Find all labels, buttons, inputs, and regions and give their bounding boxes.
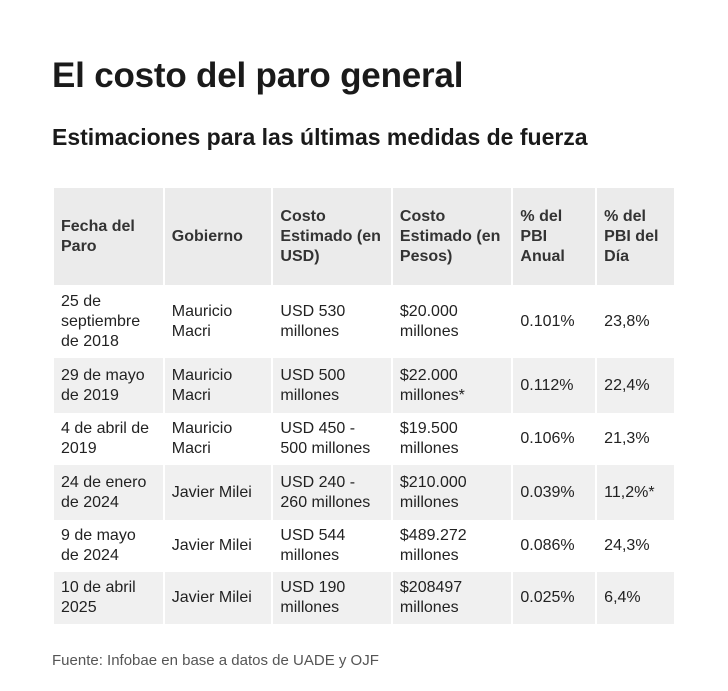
table-cell: $208497 millones <box>390 572 514 624</box>
table-cell: 0.101% <box>511 285 598 358</box>
table-cell: $20.000 millones <box>390 285 514 358</box>
table-cell: $22.000 millones* <box>390 358 514 413</box>
page-title: El costo del paro general <box>52 56 464 95</box>
column-header: Costo Estimado (en Pesos) <box>390 188 514 285</box>
table-cell: $210.000 millones <box>390 465 514 520</box>
table-cell: Mauricio Macri <box>162 358 274 413</box>
table-row: 24 de enero de 2024 Javier Milei USD 240 -… <box>52 465 676 520</box>
table-cell: Javier Milei <box>162 572 274 624</box>
table-cell: 10 de abril 2025 <box>52 572 165 624</box>
table-cell: $19.500 millones <box>390 413 514 465</box>
column-header: Costo Estimado (en USD) <box>271 188 393 285</box>
table-cell: USD 190 millones <box>271 572 393 624</box>
table-cell: 0.039% <box>511 465 598 520</box>
table-row: 29 de mayo de 2019 Mauricio Macri USD 500 … <box>52 358 676 413</box>
column-header: % del PBI del Día <box>595 188 676 285</box>
column-header: Fecha del Paro <box>52 188 165 285</box>
table-cell: 22,4% <box>595 358 676 413</box>
table-cell: USD 544 millones <box>271 520 393 572</box>
table-row: 9 de mayo de 2024 Javier Milei USD 544 mil… <box>52 520 676 572</box>
table-cell: 0.106% <box>511 413 598 465</box>
table-cell: USD 500 millones <box>271 358 393 413</box>
source-note: Fuente: Infobae en base a datos de UADE … <box>52 652 379 669</box>
table-cell: USD 450 - 500 millones <box>271 413 393 465</box>
page-subtitle: Estimaciones para las últimas medidas de… <box>52 124 588 150</box>
table-cell: 24,3% <box>595 520 676 572</box>
table-cell: Javier Milei <box>162 520 274 572</box>
table-cell: 21,3% <box>595 413 676 465</box>
column-header: % del PBI Anual <box>511 188 598 285</box>
table-cell: Mauricio Macri <box>162 413 274 465</box>
data-table: Fecha del Paro Gobierno Costo Estimado (en… <box>52 188 676 624</box>
table-cell: Mauricio Macri <box>162 285 274 358</box>
table-cell: USD 530 millones <box>271 285 393 358</box>
table-cell: 0.112% <box>511 358 598 413</box>
table-cell: 11,2%* <box>595 465 676 520</box>
table-cell: Javier Milei <box>162 465 274 520</box>
table-cell: 9 de mayo de 2024 <box>52 520 165 572</box>
table-cell: USD 240 - 260 millones <box>271 465 393 520</box>
table-row: 25 de septiembre de 2018 Mauricio Macri US… <box>52 285 676 358</box>
table-cell: 0.025% <box>511 572 598 624</box>
table-cell: 25 de septiembre de 2018 <box>52 285 165 358</box>
table-cell: 23,8% <box>595 285 676 358</box>
column-header: Gobierno <box>162 188 274 285</box>
table-header-row: Fecha del Paro Gobierno Costo Estimado (en… <box>52 188 676 285</box>
table-row: 10 de abril 2025 Javier Milei USD 190 mill… <box>52 572 676 624</box>
table-cell: $489.272 millones <box>390 520 514 572</box>
table-cell: 29 de mayo de 2019 <box>52 358 165 413</box>
table-cell: 0.086% <box>511 520 598 572</box>
table-cell: 4 de abril de 2019 <box>52 413 165 465</box>
table-row: 4 de abril de 2019 Mauricio Macri USD 450 … <box>52 413 676 465</box>
table-cell: 24 de enero de 2024 <box>52 465 165 520</box>
table-cell: 6,4% <box>595 572 676 624</box>
